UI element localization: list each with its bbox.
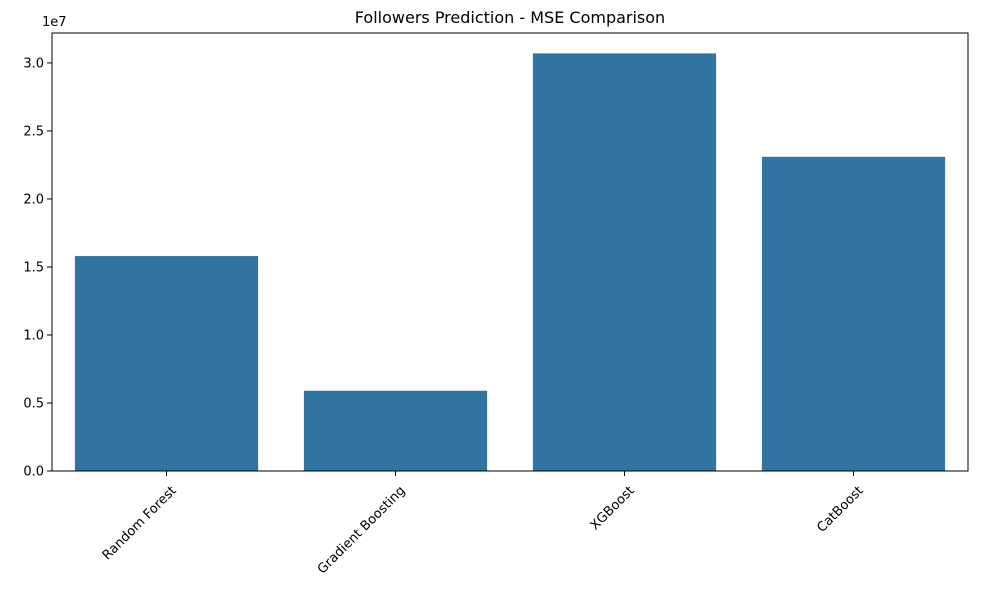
y-tick-label: 1.0 [23,328,44,343]
y-axis: 0.0 0.5 1.0 1.5 2.0 2.5 3.0 [23,56,52,480]
y-tick-label: 2.0 [23,192,44,207]
bar-xgboost [532,53,717,472]
y-axis-offset-label: 1e7 [42,15,67,30]
y-tick-label: 2.5 [23,124,44,139]
y-tick-label: 0.0 [23,465,44,480]
plot-frame [51,32,969,472]
y-tick-label: 3.0 [23,56,44,71]
x-tick-label: Random Forest [100,483,180,563]
bar-gradient-boosting [303,390,488,471]
chart-title: Followers Prediction - MSE Comparison [355,8,665,27]
bar-random-forest [74,256,259,471]
x-tick-label: Gradient Boosting [315,483,409,577]
x-tick-label: CatBoost [814,483,866,535]
x-tick-label: XGBoost [588,483,638,533]
y-tick-label: 1.5 [23,260,44,275]
bars-group [74,53,946,472]
bar-catboost [761,156,946,472]
x-axis: Random Forest Gradient Boosting XGBoost Cat… [100,471,867,577]
y-tick-label: 0.5 [23,396,44,411]
